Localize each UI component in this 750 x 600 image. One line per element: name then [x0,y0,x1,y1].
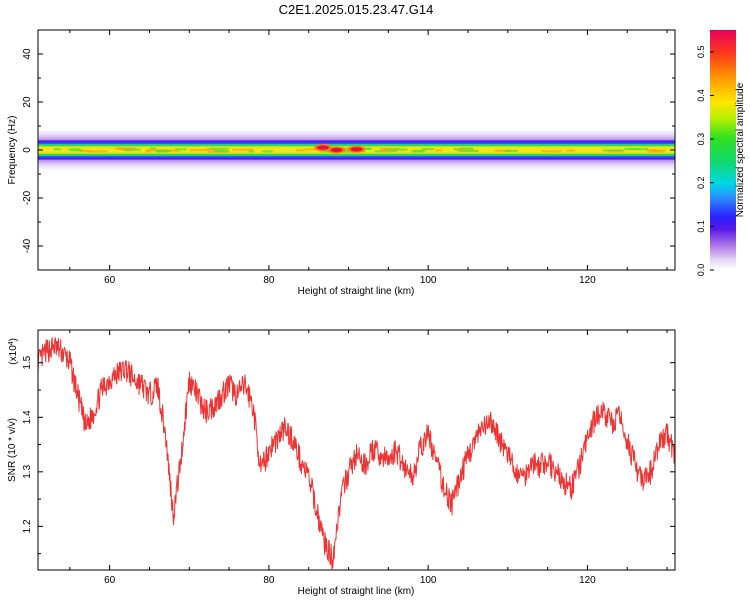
band-streak [87,150,108,153]
band-streak [602,149,625,152]
x-tick-label: 120 [579,275,596,286]
band-streak [305,148,320,151]
figure-title: C2E1.2025.015.23.47.G14 [279,2,434,17]
colorbar-tick-label: 0.0 [696,264,706,277]
band-streak [504,149,518,152]
spectrogram-y-ticks: 40 20 0 -20 -40 [22,29,675,271]
colorbar-label: Normalized spectral amplitude [735,82,746,217]
band-streak [458,149,479,152]
x-tick-label: 60 [104,575,116,586]
band-streak [459,147,474,150]
band-streak [466,148,474,151]
y-tick-label: 40 [22,48,33,60]
band-streak [53,148,62,151]
band-streak [379,149,390,152]
spectrogram-panel: 60 80 100 120 40 20 0 -20 -40 Height of straigh… [7,29,676,297]
hot-spot [330,147,343,153]
band-streak [566,149,575,152]
x-tick-label: 100 [420,275,437,286]
band-streak [190,149,211,152]
band-streak [175,148,187,151]
band-streak [262,150,273,153]
y-tick-label: 0 [22,147,33,153]
band-streak [145,150,151,153]
band-streak [457,148,466,151]
band-streak [435,149,442,152]
y-tick-label: 1.2 [22,519,33,533]
colorbar-tick-label: 0.2 [696,176,706,189]
band-streak [232,148,254,151]
hot-spot [350,147,363,152]
x-tick-label: 120 [579,575,596,586]
x-tick-label: 60 [104,275,116,286]
band-streak [422,148,434,151]
band-streak [210,147,229,150]
scale-note-prefix: (x10 [8,345,19,365]
band-streak [342,150,355,153]
colorbar-tick-label: 0.4 [696,89,706,102]
colorbar-ticks: 0.0 0.1 0.2 0.3 0.4 0.5 [696,46,714,277]
y-tick-label: -40 [22,238,33,253]
band-streak [650,149,667,152]
spectrogram-plot-area [38,130,675,170]
snr-frame [37,329,676,571]
snr-series-line [38,337,675,570]
x-tick-label: 80 [263,575,275,586]
snr-panel: 60 80 100 120 1.2 1.3 1.4 1.5 Height of straig… [7,329,676,597]
svg-text:(x104): (x104) [8,338,20,365]
y-tick-label: 1.4 [22,410,33,424]
band-streak [411,150,424,153]
band-streak [165,149,180,152]
y-tick-label: -20 [22,190,33,205]
y-tick-label: 1.3 [22,464,33,478]
x-tick-label: 100 [420,575,437,586]
spectrogram-x-ticks: 60 80 100 120 [69,30,668,286]
band-streak [624,147,640,151]
band-streak [214,150,230,153]
hot-spots [314,144,366,154]
band-streak [78,149,90,152]
band-streak [494,149,511,152]
band-streak [385,148,408,151]
colorbar-scale [710,30,736,270]
x-tick-label: 80 [263,275,275,286]
y-tick-label: 1.5 [22,355,33,369]
snr-y-label: SNR (10 * v/v) [7,418,18,482]
colorbar-tick-label: 0.3 [696,133,706,146]
spectrogram-x-label: Height of straight line (km) [298,286,415,297]
band-streak [549,150,562,153]
colorbar-tick-label: 0.1 [696,220,706,233]
snr-x-ticks: 60 80 100 120 [69,330,668,586]
snr-x-label: Height of straight line (km) [298,586,415,597]
band-streak [123,148,141,151]
band-streak [150,147,156,150]
hot-spot [317,145,330,150]
band-streak [295,149,305,152]
band-streak [70,149,83,152]
band-streak [541,150,549,153]
colorbar-tick-label: 0.5 [696,46,706,59]
band-streak [155,149,172,152]
snr-scale-note: (x104) [8,338,20,365]
snr-y-ticks: 1.2 1.3 1.4 1.5 [22,355,675,555]
colorbar: 0.0 0.1 0.2 0.3 0.4 0.5 Normalized spectral a… [696,30,746,276]
band-streak [248,150,254,153]
y-tick-label: 20 [22,96,33,108]
spectrogram-y-label: Frequency (Hz) [7,116,18,185]
scale-note-exponent: 4 [8,341,15,345]
scale-note-suffix: ) [8,338,19,341]
